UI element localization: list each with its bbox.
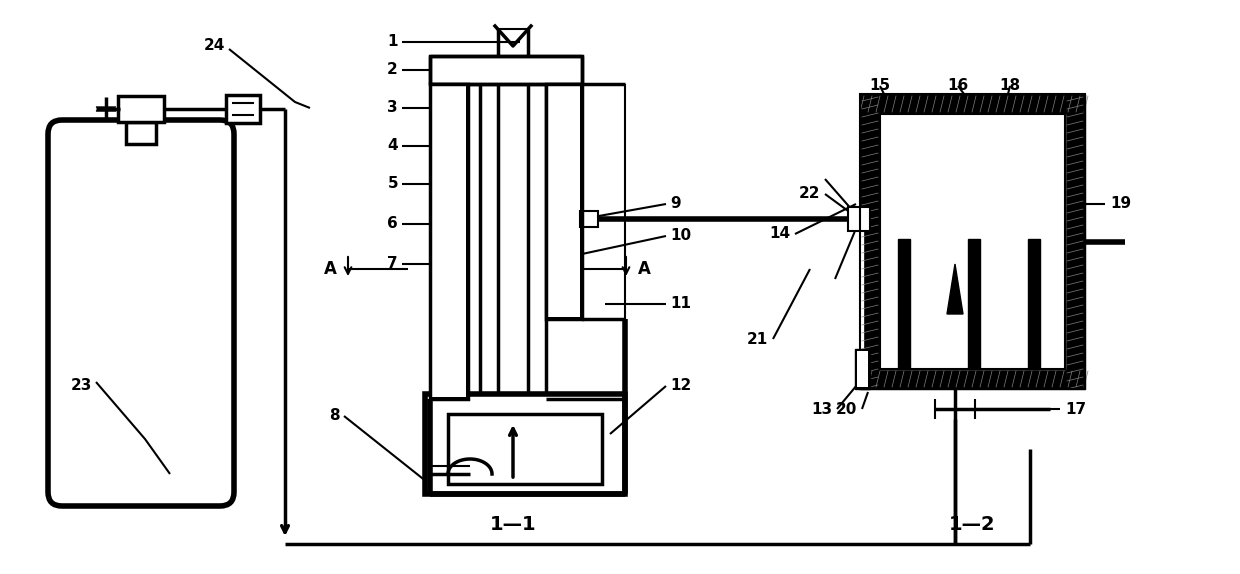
Text: 17: 17 xyxy=(1065,401,1086,417)
Text: 16: 16 xyxy=(947,79,968,94)
Bar xyxy=(880,114,1065,369)
Text: 15: 15 xyxy=(869,79,890,94)
Text: 22: 22 xyxy=(799,187,820,201)
Text: 10: 10 xyxy=(670,228,691,243)
Text: A: A xyxy=(324,260,336,278)
Bar xyxy=(432,86,466,397)
Text: 19: 19 xyxy=(1110,196,1131,211)
Bar xyxy=(546,84,582,319)
Bar xyxy=(126,122,156,144)
Bar xyxy=(425,394,625,494)
Text: 21: 21 xyxy=(746,332,768,347)
Bar xyxy=(856,349,870,389)
Text: 2: 2 xyxy=(387,63,398,77)
Polygon shape xyxy=(95,109,117,111)
Bar xyxy=(430,84,467,399)
Text: 12: 12 xyxy=(670,378,691,394)
Text: 9: 9 xyxy=(670,196,681,211)
Bar xyxy=(118,96,164,122)
Bar xyxy=(548,86,580,317)
Text: 7: 7 xyxy=(387,257,398,272)
Bar xyxy=(430,56,582,84)
Text: 3: 3 xyxy=(387,100,398,115)
Text: 8: 8 xyxy=(330,409,340,424)
Bar xyxy=(226,95,260,123)
FancyBboxPatch shape xyxy=(48,120,234,506)
Bar xyxy=(580,211,598,227)
Text: 23: 23 xyxy=(71,378,92,394)
Bar xyxy=(898,239,910,369)
Bar xyxy=(861,94,1085,389)
Text: 20: 20 xyxy=(836,401,857,417)
Text: 1—1: 1—1 xyxy=(490,514,537,533)
Bar xyxy=(546,84,582,319)
Text: 13: 13 xyxy=(811,401,832,417)
Text: 1—2: 1—2 xyxy=(949,514,996,533)
Text: 1: 1 xyxy=(387,34,398,49)
Bar xyxy=(857,351,868,387)
Polygon shape xyxy=(947,264,963,314)
Text: 14: 14 xyxy=(769,227,790,242)
Bar xyxy=(880,114,1065,369)
Text: 18: 18 xyxy=(999,79,1021,94)
Text: 24: 24 xyxy=(203,38,224,53)
Bar xyxy=(448,414,601,484)
Text: 6: 6 xyxy=(387,216,398,231)
Text: A: A xyxy=(637,260,651,278)
Bar xyxy=(968,239,980,369)
Polygon shape xyxy=(95,107,117,109)
Bar xyxy=(861,94,1085,389)
Bar xyxy=(848,207,870,231)
Bar xyxy=(1028,239,1040,369)
Text: 4: 4 xyxy=(387,138,398,153)
Bar xyxy=(430,84,467,399)
Text: 11: 11 xyxy=(670,297,691,312)
Text: 5: 5 xyxy=(387,176,398,192)
